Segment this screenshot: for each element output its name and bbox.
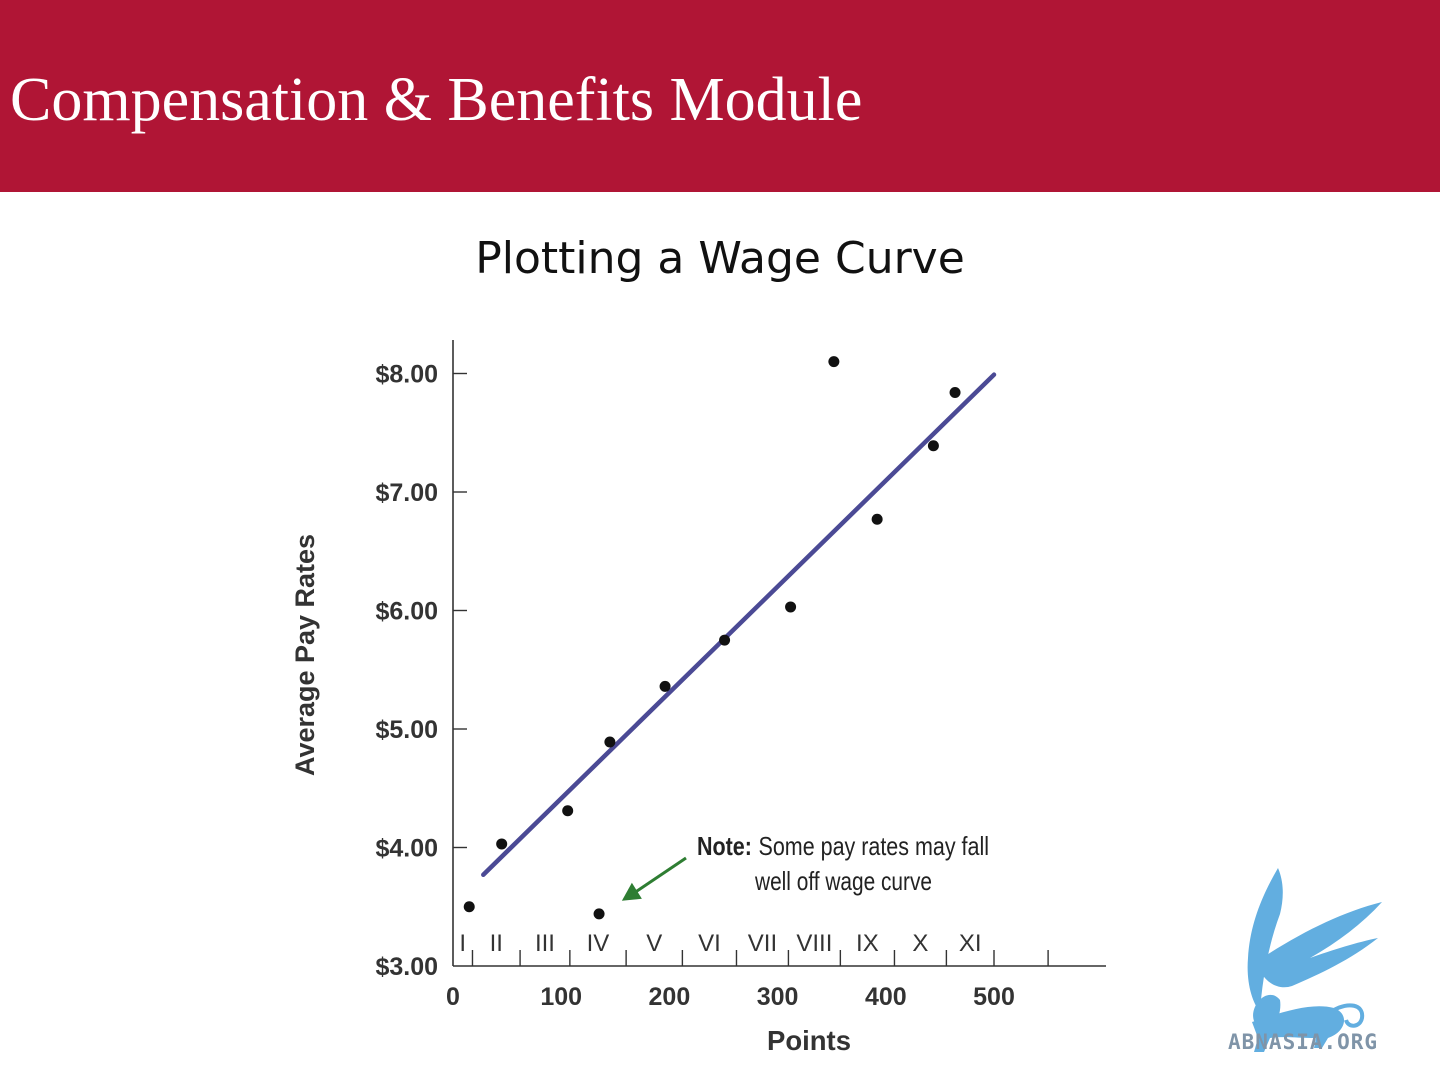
- y-tick-label: $8.00: [375, 361, 438, 389]
- note-arrow: [621, 856, 687, 901]
- data-point: [871, 513, 883, 525]
- pay-grade-markers: I II III IV V VI VII VIII IX X XI: [459, 930, 1049, 966]
- wage-curve-line: [481, 372, 997, 878]
- data-point: [949, 386, 961, 398]
- data-point: [604, 736, 616, 748]
- y-axis-ticks: $3.00 $4.00 $5.00 $6.00 $7.00 $8.00: [375, 361, 467, 981]
- pay-grade-label: IV: [587, 930, 610, 957]
- data-point: [659, 680, 671, 692]
- pay-grade-label: VIII: [796, 930, 832, 957]
- slide-title: Plotting a Wage Curve: [475, 233, 965, 284]
- data-point: [463, 901, 475, 913]
- pay-grade-label: VII: [748, 930, 777, 957]
- logo-text: ABNASIA.ORG: [1228, 1030, 1379, 1054]
- x-tick-label: 300: [757, 983, 799, 1011]
- pay-grade-label: X: [912, 930, 928, 957]
- data-point: [719, 634, 731, 646]
- y-tick-label: $3.00: [375, 953, 438, 981]
- x-tick-label: 500: [973, 983, 1015, 1011]
- note-bold-label: Note:: [697, 831, 752, 861]
- data-point: [562, 805, 574, 817]
- data-point: [496, 838, 508, 850]
- data-point: [593, 908, 605, 920]
- y-axis-label: Average Pay Rates: [290, 534, 320, 776]
- x-tick-label: 0: [446, 983, 460, 1011]
- data-points: [463, 356, 961, 920]
- pay-grade-label: II: [490, 930, 503, 957]
- x-axis-label: Points: [767, 1025, 851, 1056]
- griffin-logo-icon: [1247, 868, 1382, 1052]
- pay-grade-label: VI: [698, 930, 721, 957]
- y-tick-label: $5.00: [375, 716, 438, 744]
- pay-grade-label: XI: [959, 930, 982, 957]
- data-point: [828, 356, 840, 368]
- y-tick-label: $6.00: [375, 598, 438, 626]
- y-tick-label: $7.00: [375, 479, 438, 507]
- pay-grade-label: III: [535, 930, 555, 957]
- x-tick-label: 100: [540, 983, 582, 1011]
- arrow-shaft: [635, 856, 687, 893]
- note-line-1: Note:Some pay rates may fall: [697, 831, 989, 861]
- pay-grade-label: I: [459, 930, 466, 957]
- note-text-1: Some pay rates may fall: [759, 831, 989, 861]
- trend-line: [481, 372, 997, 878]
- data-point: [785, 601, 797, 613]
- x-axis-ticks: 0 100 200 300 400 500: [446, 983, 1015, 1011]
- header-bar: Compensation & Benefits Module: [0, 0, 1440, 192]
- x-tick-label: 200: [649, 983, 691, 1011]
- pay-grade-label: IX: [856, 930, 879, 957]
- arrow-head: [621, 882, 642, 901]
- note-annotation: Note:Some pay rates may fall well off wa…: [621, 831, 989, 901]
- x-tick-label: 400: [865, 983, 907, 1011]
- chart-axes: [452, 340, 1106, 967]
- data-point: [927, 440, 939, 452]
- pay-grade-label: V: [646, 930, 662, 957]
- note-line-2: well off wage curve: [754, 866, 932, 896]
- module-title: Compensation & Benefits Module: [10, 66, 863, 134]
- y-tick-label: $4.00: [375, 835, 438, 863]
